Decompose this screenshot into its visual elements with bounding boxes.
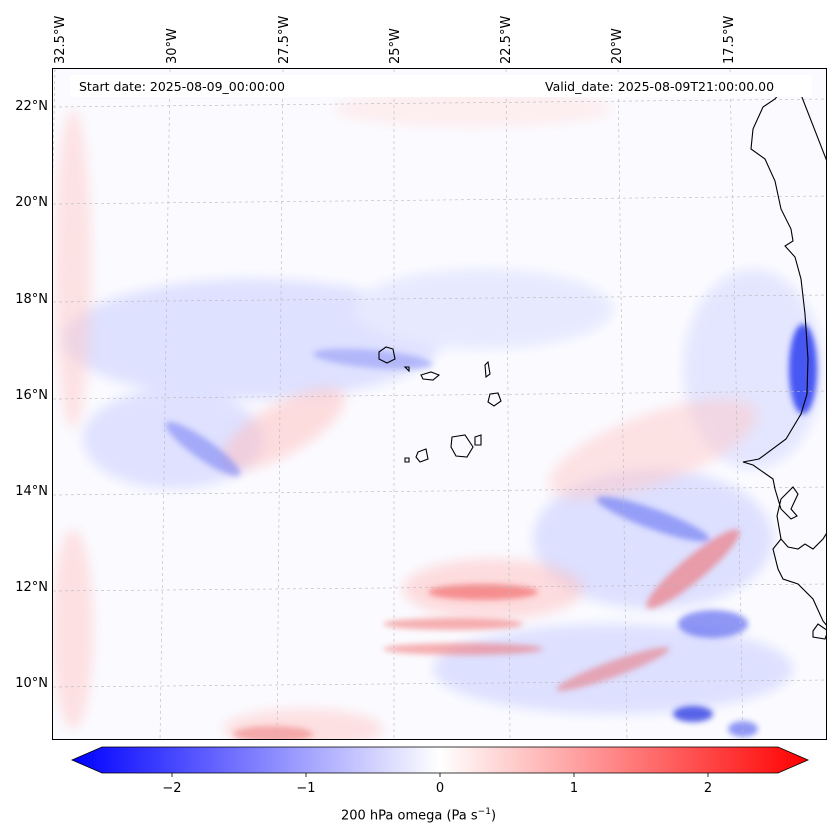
colorbar-gradient xyxy=(70,746,810,774)
lat-label-22n: 22°N xyxy=(15,99,48,114)
lon-label-27-5w: 27.5°W xyxy=(277,15,292,64)
lat-label-12n: 12°N xyxy=(15,580,48,595)
lon-label-22-5w: 22.5°W xyxy=(499,15,514,64)
lon-label-30w: 30°W xyxy=(165,28,180,64)
lon-label-20w: 20°W xyxy=(610,28,625,64)
lat-label-20n: 20°N xyxy=(15,195,48,210)
cape-verde-islands xyxy=(378,346,502,463)
lat-label-18n: 18°N xyxy=(15,292,48,307)
lon-label-25w: 25°W xyxy=(388,28,403,64)
lat-label-14n: 14°N xyxy=(15,484,48,499)
coastline xyxy=(742,86,826,640)
colorbar-label: 200 hPa omega (Pa s−1) xyxy=(340,807,497,824)
lon-label-32-5w: 32.5°W xyxy=(53,15,68,64)
valid-date-label: Valid_date: 2025-08-09T21:00:00.00 xyxy=(545,79,775,94)
start-date-label: Start date: 2025-08-09_00:00:00 xyxy=(79,79,285,94)
colorbar-tick-2: 2 xyxy=(703,781,713,796)
lon-label-17-5w: 17.5°W xyxy=(722,15,737,64)
colorbar-tick-neg1: −1 xyxy=(296,781,316,796)
map-canvas xyxy=(53,69,826,739)
graticule xyxy=(53,69,826,739)
colorbar-tick-0: 0 xyxy=(435,781,445,796)
colorbar-tick-1: 1 xyxy=(569,781,579,796)
omega-field-weak-descent xyxy=(53,91,758,739)
lat-label-10n: 10°N xyxy=(15,676,48,691)
header-band xyxy=(70,75,812,97)
colorbar-tick-neg2: −2 xyxy=(162,781,182,796)
map-panel[interactable] xyxy=(52,68,827,740)
africa-coastline xyxy=(742,86,826,550)
lat-label-16n: 16°N xyxy=(15,388,48,403)
